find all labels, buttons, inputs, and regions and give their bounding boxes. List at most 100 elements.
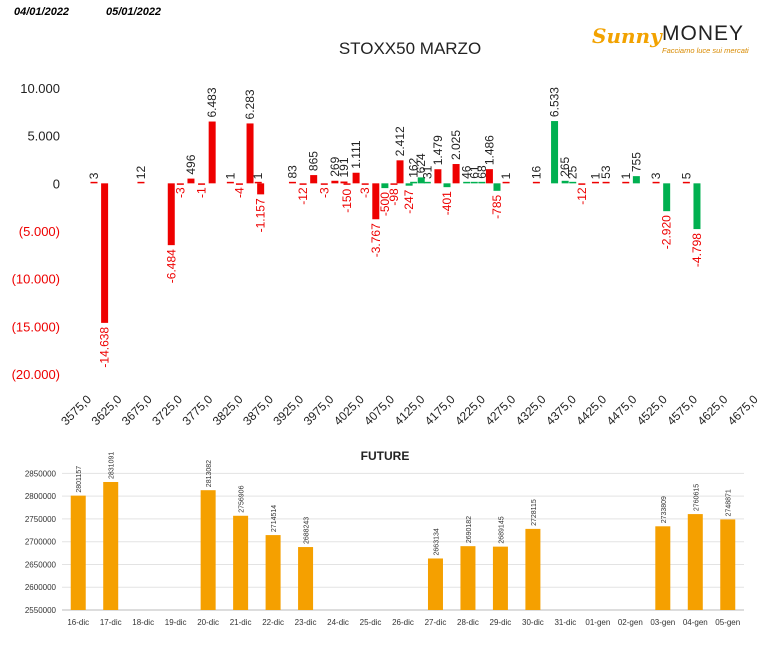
future-x-tick-label: 02-gen	[618, 618, 643, 627]
future-x-tick-label: 24-dic	[327, 618, 349, 627]
data-label: 1	[223, 172, 237, 179]
bar	[405, 183, 413, 186]
data-label: 1.486	[482, 135, 496, 165]
future-data-label: 2748871	[726, 489, 733, 516]
sunny-money-logo: Sunny MONEY Facciamo luce sui mercati	[592, 22, 762, 58]
x-tick-label: 3975,0	[301, 392, 337, 428]
future-data-label: 2728115	[531, 499, 538, 526]
bar	[452, 164, 460, 184]
bar	[352, 172, 360, 184]
data-label: 865	[307, 151, 321, 171]
future-y-tick-label: 2550000	[25, 606, 57, 615]
future-bar	[720, 519, 736, 610]
x-tick-label: 4475,0	[604, 392, 640, 428]
future-data-label: 2801157	[76, 466, 83, 493]
chart-title: STOXX50 MARZO	[339, 39, 481, 58]
logo-tagline: Facciamo luce sui mercati	[662, 46, 749, 55]
data-label: 12	[134, 166, 148, 180]
data-label: -2.920	[660, 215, 674, 249]
data-label: 1	[499, 172, 513, 179]
data-label: -500	[378, 192, 392, 216]
data-label: -1	[195, 187, 209, 198]
bar	[443, 183, 451, 188]
data-label: -4	[232, 187, 246, 198]
data-label: 269	[328, 156, 342, 176]
data-label: -3.767	[369, 223, 383, 257]
y-tick-label: 10.000	[20, 81, 60, 96]
bar	[226, 181, 234, 184]
data-label: 6.533	[548, 87, 562, 117]
bar	[502, 181, 510, 184]
bar	[622, 181, 630, 184]
bar	[423, 181, 431, 184]
future-data-label: 2760615	[693, 484, 700, 511]
x-tick-label: 3575,0	[58, 392, 94, 428]
y-tick-label: 0	[53, 176, 60, 191]
data-label: -6.484	[164, 249, 178, 283]
y-tick-label: (5.000)	[19, 224, 60, 239]
data-label: 162	[407, 157, 421, 177]
data-label: -14.638	[98, 327, 112, 368]
future-title: FUTURE	[361, 449, 410, 463]
data-label: -150	[340, 188, 354, 212]
future-x-tick-label: 30-dic	[522, 618, 544, 627]
bar	[167, 183, 175, 246]
bar	[569, 181, 577, 184]
bar	[551, 121, 559, 184]
date-left: 04/01/2022	[14, 6, 70, 18]
future-x-tick-label: 29-dic	[490, 618, 512, 627]
bar	[663, 183, 671, 212]
stoxx50-options-chart: STOXX50 MARZO 10.000 5.000 0 (5.000) (10.000)…	[12, 39, 761, 428]
bar	[632, 176, 640, 184]
data-label: 16	[529, 166, 543, 180]
future-y-tick-label: 2700000	[25, 538, 57, 547]
future-chart: FUTURE 2850000 2800000 2750000 2700000 265000…	[25, 449, 744, 627]
future-y-tick-label: 2600000	[25, 583, 57, 592]
future-bar	[103, 481, 119, 610]
bar	[682, 181, 690, 184]
bar	[693, 183, 701, 230]
bar	[532, 181, 540, 184]
bar	[320, 183, 328, 185]
future-data-label: 2733809	[661, 496, 668, 523]
future-data-label: 2756906	[239, 485, 246, 512]
future-bar	[687, 514, 703, 610]
data-label: 191	[337, 157, 351, 177]
y-tick-label: 5.000	[27, 129, 60, 144]
x-tick-label: 4025,0	[331, 392, 367, 428]
logo-sunny-text: Sunny	[592, 24, 662, 48]
future-bar	[70, 495, 86, 610]
future-y-tick-label: 2850000	[25, 469, 57, 478]
bar	[561, 180, 569, 184]
x-tick-label: 3675,0	[119, 392, 155, 428]
data-label: 1	[251, 172, 265, 179]
future-x-tick-label: 27-dic	[425, 618, 447, 627]
bar	[390, 183, 398, 185]
x-tick-label: 4525,0	[634, 392, 670, 428]
y-tick-label: (15.000)	[12, 319, 60, 334]
bar	[381, 183, 389, 189]
data-label: -12	[575, 187, 589, 205]
future-x-tick-label: 21-dic	[230, 618, 252, 627]
x-tick-label: 4075,0	[361, 392, 397, 428]
bar	[288, 181, 296, 184]
bar	[478, 181, 486, 184]
bar	[331, 180, 339, 184]
future-bar	[427, 558, 443, 610]
x-tick-label: 3775,0	[179, 392, 215, 428]
data-label: 1	[619, 172, 633, 179]
future-x-tick-label: 25-dic	[360, 618, 382, 627]
future-data-label: 2663134	[433, 528, 440, 555]
x-tick-label: 4675,0	[725, 392, 761, 428]
bar	[246, 123, 254, 184]
data-label: 1.111	[349, 140, 363, 169]
bar	[417, 177, 425, 184]
x-tick-label: 3925,0	[270, 392, 306, 428]
data-label: 5	[679, 172, 693, 179]
logo-money-text: MONEY	[662, 22, 745, 45]
data-label: 2.412	[393, 126, 407, 156]
data-label: 6.483	[205, 87, 219, 117]
bar	[463, 181, 471, 184]
bar	[137, 181, 145, 184]
bar	[187, 178, 195, 184]
